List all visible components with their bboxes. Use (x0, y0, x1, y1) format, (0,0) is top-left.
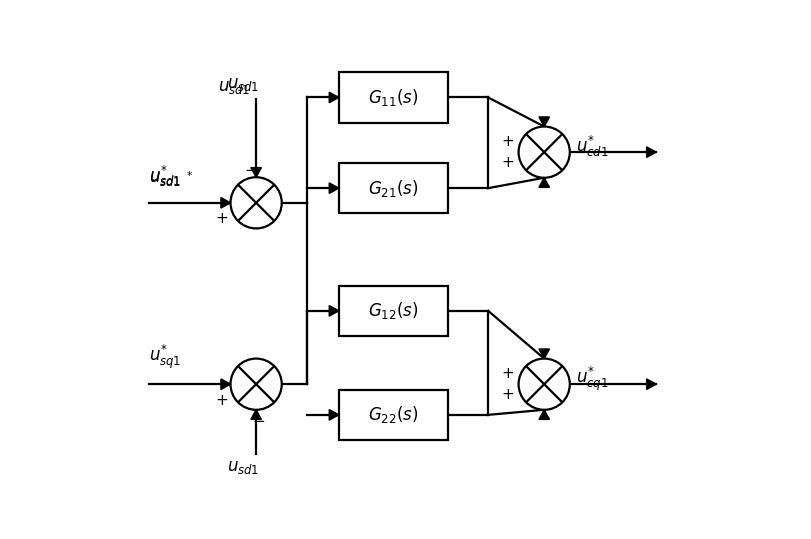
Circle shape (518, 358, 570, 410)
Text: $G_{12}(s)$: $G_{12}(s)$ (368, 300, 418, 321)
Polygon shape (329, 306, 339, 316)
Polygon shape (539, 178, 550, 188)
Text: $G_{11}(s)$: $G_{11}(s)$ (368, 87, 418, 108)
Text: $u_{sd1}$: $u_{sd1}$ (227, 77, 260, 93)
Text: $u_{cq1}^{*}$: $u_{cq1}^{*}$ (576, 365, 609, 393)
Text: $+$: $+$ (501, 366, 514, 381)
Text: $-$: $-$ (252, 412, 265, 427)
Bar (339, 390, 448, 440)
Text: $-$: $-$ (244, 161, 257, 176)
Bar (339, 286, 448, 336)
Text: $G_{22}(s)$: $G_{22}(s)$ (368, 404, 418, 425)
Text: $+$: $+$ (215, 211, 228, 226)
Text: $u_{sd1}^{*}$: $u_{sd1}^{*}$ (149, 164, 182, 190)
Bar (339, 72, 448, 123)
Polygon shape (646, 147, 656, 157)
Text: $u_{sd1}$: $u_{sd1}$ (149, 170, 182, 187)
Polygon shape (251, 168, 261, 177)
Polygon shape (329, 92, 339, 103)
Text: $+$: $+$ (501, 155, 514, 170)
Polygon shape (539, 117, 550, 127)
Text: $u_{sq1}^{*}$: $u_{sq1}^{*}$ (149, 343, 182, 371)
Text: $u_{cd1}^{*}$: $u_{cd1}^{*}$ (576, 134, 609, 160)
Polygon shape (329, 183, 339, 194)
Circle shape (230, 358, 281, 410)
Polygon shape (221, 379, 230, 390)
Text: $+$: $+$ (215, 393, 228, 407)
Text: $u_{sd1}$: $u_{sd1}$ (218, 79, 251, 96)
Polygon shape (539, 410, 550, 419)
Text: $+$: $+$ (501, 388, 514, 402)
Text: $u_{sd1}$: $u_{sd1}$ (227, 459, 260, 476)
Text: $+$: $+$ (501, 134, 514, 149)
Circle shape (230, 177, 281, 229)
Bar (339, 163, 448, 213)
Circle shape (518, 127, 570, 178)
Text: $G_{21}(s)$: $G_{21}(s)$ (368, 178, 418, 199)
Polygon shape (329, 410, 339, 420)
Polygon shape (251, 410, 261, 419)
Polygon shape (646, 379, 656, 390)
Text: $^*$: $^*$ (184, 173, 193, 187)
Polygon shape (539, 349, 550, 358)
Polygon shape (221, 197, 230, 208)
